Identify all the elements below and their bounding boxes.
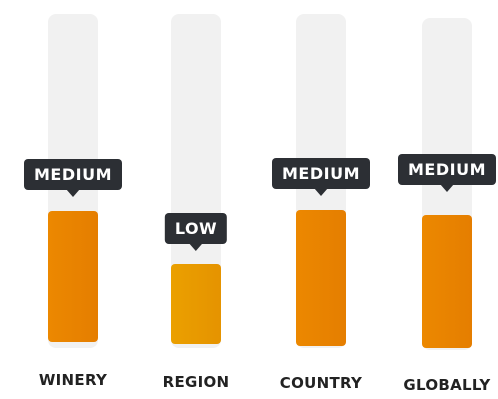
- meter-region: LOW REGION: [136, 0, 256, 399]
- level-badge: MEDIUM: [24, 159, 122, 197]
- meter-globally: MEDIUM GLOBALLY: [387, 0, 498, 399]
- meter-label: COUNTRY: [279, 374, 363, 392]
- meter-winery: MEDIUM WINERY: [13, 0, 133, 399]
- meter-label: WINERY: [38, 371, 108, 389]
- level-badge: MEDIUM: [272, 158, 370, 196]
- meter-fill: [171, 264, 221, 344]
- meter-label: GLOBALLY: [403, 376, 491, 394]
- level-badge: MEDIUM: [398, 154, 496, 192]
- meter-label: REGION: [162, 373, 230, 391]
- meter-fill: [48, 211, 98, 342]
- meter-fill: [422, 215, 472, 348]
- meter-country: MEDIUM COUNTRY: [261, 0, 381, 399]
- level-badge: LOW: [164, 213, 228, 251]
- meter-fill: [296, 210, 346, 346]
